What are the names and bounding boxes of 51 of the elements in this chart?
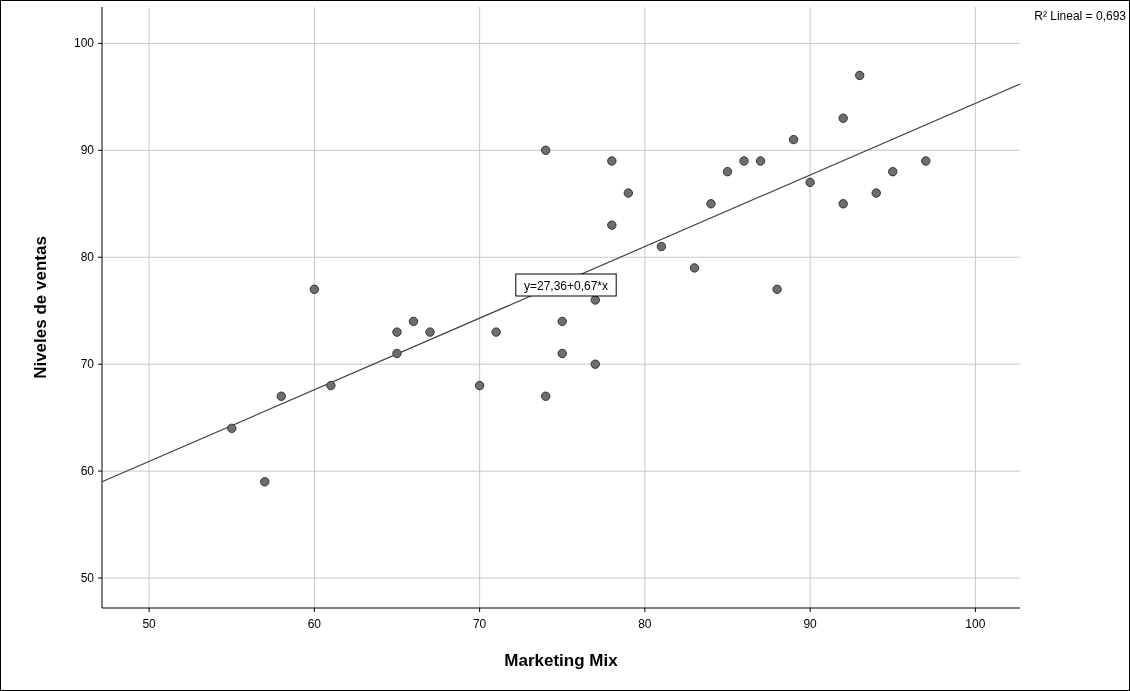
point	[541, 391, 551, 401]
point	[491, 327, 501, 337]
point	[689, 263, 700, 273]
annotation: y=27,36+0,67*x	[523, 278, 609, 293]
point	[871, 188, 881, 198]
y-tick-label: 90	[80, 143, 95, 158]
point	[392, 327, 402, 337]
point	[392, 348, 402, 359]
point	[888, 166, 898, 177]
point	[309, 284, 320, 295]
point	[656, 241, 667, 252]
point	[607, 156, 617, 166]
y-tick-label: 70	[80, 357, 95, 372]
point	[788, 134, 799, 145]
y-tick-label: 60	[80, 464, 95, 479]
point	[805, 177, 815, 188]
point	[722, 166, 733, 177]
y-axis-title: Niveles de ventas	[31, 236, 50, 379]
text: R² Lineal = 0,693	[1034, 9, 1127, 23]
point	[590, 359, 600, 369]
x-tick-label: 90	[803, 617, 818, 631]
point	[921, 156, 931, 166]
x-tick-label: 100	[965, 617, 986, 631]
point	[623, 188, 634, 198]
x-axis-title: Marketing Mix	[504, 651, 619, 670]
point	[607, 220, 617, 230]
y-tick-label: 80	[80, 250, 95, 265]
x-tick-label: 60	[307, 617, 322, 631]
point	[855, 70, 865, 81]
point	[474, 380, 485, 391]
y-tick-label: 100	[73, 36, 95, 51]
point	[706, 199, 716, 209]
x-tick-label: 80	[638, 617, 652, 631]
point	[838, 199, 848, 209]
point	[590, 295, 600, 305]
x-tick-label: 50	[142, 617, 157, 631]
point	[772, 284, 782, 295]
point	[408, 316, 419, 327]
x-tick-label: 70	[472, 617, 487, 631]
point	[227, 423, 237, 434]
point	[425, 327, 435, 337]
point	[260, 477, 270, 487]
point	[326, 380, 336, 391]
point	[557, 348, 567, 359]
point	[755, 156, 766, 166]
point	[557, 316, 567, 327]
y-tick-label: 50	[80, 571, 95, 586]
point	[541, 145, 551, 155]
point	[739, 156, 749, 166]
point	[276, 391, 286, 401]
point	[838, 113, 848, 123]
